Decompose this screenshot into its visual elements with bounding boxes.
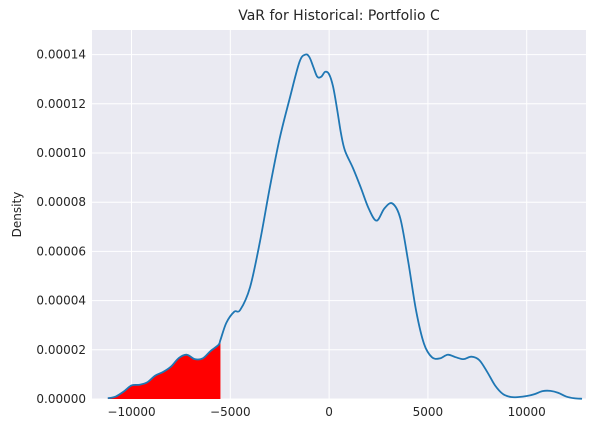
x-tick-label: −5000 [210, 405, 251, 419]
x-gridlines [131, 30, 528, 399]
y-tick-label: 0.00000 [36, 392, 86, 406]
x-tick-label: 5000 [413, 405, 444, 419]
y-tick-label: 0.00010 [36, 146, 86, 160]
plot-background [92, 30, 586, 399]
y-tick-label: 0.00008 [36, 195, 86, 209]
y-tick-label: 0.00004 [36, 294, 86, 308]
density-line [107, 53, 583, 400]
x-tick-label: 0 [325, 405, 333, 419]
y-tick-label: 0.00006 [36, 244, 86, 258]
y-axis-label: Density [10, 192, 24, 238]
y-tick-labels: 0.00000 0.00002 0.00004 0.00006 0.00008 0.000… [36, 48, 86, 406]
x-tick-labels: −10000 −5000 0 5000 10000 [107, 405, 545, 419]
x-tick-label: 10000 [508, 405, 546, 419]
y-tick-label: 0.00012 [36, 97, 86, 111]
var-tail-area [107, 339, 221, 399]
y-tick-label: 0.00002 [36, 343, 86, 357]
y-tick-label: 0.00014 [36, 48, 86, 62]
chart-title: VaR for Historical: Portfolio C [238, 8, 440, 24]
x-tick-label: −10000 [107, 405, 155, 419]
